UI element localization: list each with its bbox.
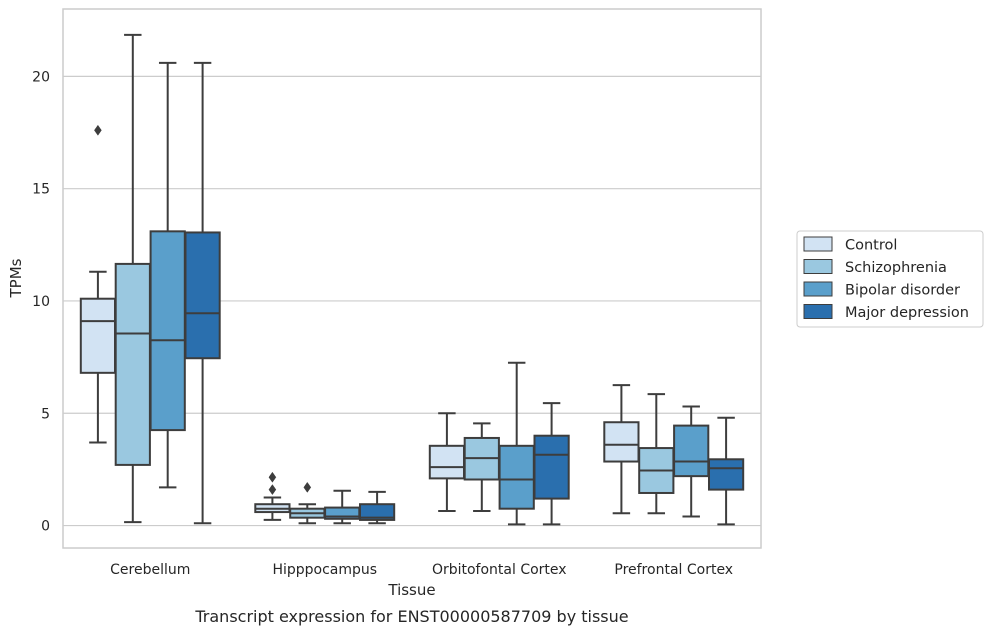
legend-label: Bipolar disorder bbox=[845, 283, 960, 299]
y-tick-label: 5 bbox=[41, 406, 50, 422]
box-0-0 bbox=[79, 124, 117, 444]
legend-label: Major depression bbox=[845, 305, 969, 321]
plot-frame bbox=[62, 8, 762, 549]
box-3-2 bbox=[533, 402, 570, 526]
x-tick-label: Prefrontal Cortex bbox=[614, 562, 733, 578]
box-body bbox=[114, 262, 151, 466]
box-body bbox=[707, 458, 745, 491]
legend-label: Control bbox=[845, 238, 897, 254]
y-tick-label: 0 bbox=[41, 519, 50, 535]
box-body bbox=[184, 231, 221, 360]
y-tick-label: 10 bbox=[32, 294, 50, 310]
box-body bbox=[149, 230, 186, 432]
box-2-2 bbox=[498, 361, 535, 526]
box-0-2 bbox=[428, 412, 466, 512]
box-2-3 bbox=[673, 405, 710, 518]
box-body bbox=[428, 444, 466, 480]
box-0-3 bbox=[603, 384, 640, 515]
box-1-3 bbox=[638, 393, 675, 515]
outlier-point bbox=[94, 124, 102, 136]
box-body bbox=[358, 503, 396, 521]
x-tick-label: Hipppocampus bbox=[272, 562, 377, 578]
chart-caption: Transcript expression for ENST0000058770… bbox=[194, 607, 628, 626]
box-3-0 bbox=[184, 61, 221, 525]
box-body bbox=[603, 421, 640, 463]
box-3-3 bbox=[707, 416, 745, 526]
legend-swatch bbox=[803, 281, 833, 297]
outlier-point bbox=[303, 481, 312, 493]
box-body bbox=[533, 434, 570, 500]
box-body bbox=[498, 444, 535, 510]
y-tick-label: 20 bbox=[32, 69, 50, 85]
x-tick-label: Orbitofontal Cortex bbox=[432, 562, 567, 578]
y-axis-label: TPMs bbox=[7, 258, 25, 298]
box-groups bbox=[79, 33, 745, 526]
legend-swatch bbox=[803, 259, 833, 274]
box-3-1 bbox=[358, 490, 396, 525]
legend-frame bbox=[796, 230, 984, 328]
legend-label: Schizophrenia bbox=[845, 260, 947, 276]
y-tick-label: 15 bbox=[32, 182, 50, 198]
legend: Control Schizophrenia Bipolar disorder Majo… bbox=[796, 230, 984, 328]
box-body bbox=[79, 297, 117, 374]
x-tick-label: Cerebellum bbox=[110, 562, 190, 578]
legend-swatch bbox=[803, 304, 833, 319]
x-tick-labels: Cerebellum Hipppocampus Orbitofontal Corte… bbox=[110, 562, 733, 578]
y-tick-labels: 0 5 10 15 20 bbox=[32, 69, 50, 534]
outlier-point bbox=[268, 471, 277, 483]
x-axis-label: Tissue bbox=[387, 581, 435, 599]
box-body bbox=[673, 424, 710, 478]
legend-swatch bbox=[803, 236, 833, 252]
outlier-point bbox=[268, 484, 277, 496]
